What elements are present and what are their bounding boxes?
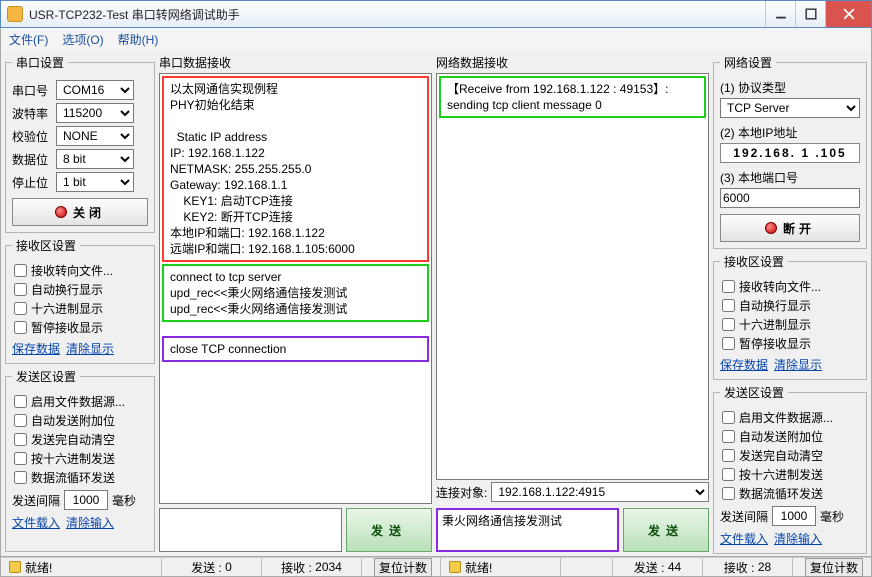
serial-settings-legend: 串口设置 bbox=[12, 54, 68, 71]
minimize-button[interactable] bbox=[765, 1, 795, 27]
send-interval-input[interactable] bbox=[64, 490, 108, 510]
serial-send-input[interactable] bbox=[159, 508, 342, 552]
recv-settings-right: 接收区设置 接收转向文件... 自动换行显示 十六进制显示 暂停接收显示 保存数… bbox=[713, 253, 867, 380]
serial-settings-group: 串口设置 串口号COM16 波特率115200 校验位NONE 数据位8 bit… bbox=[5, 54, 155, 233]
net-send-button[interactable]: 发送 bbox=[623, 508, 709, 552]
baud-select[interactable]: 115200 bbox=[56, 103, 134, 123]
net-block-1: 【Receive from 192.168.1.122 : 49153】: se… bbox=[439, 76, 706, 118]
file-load-link-r[interactable]: 文件载入 bbox=[720, 530, 768, 547]
menu-file[interactable]: 文件(F) bbox=[9, 31, 48, 48]
send-interval-input-r[interactable] bbox=[772, 506, 816, 526]
serial-close-button[interactable]: 关闭 bbox=[12, 198, 148, 226]
send-settings-left: 发送区设置 启用文件数据源... 自动发送附加位 发送完自动清空 按十六进制发送… bbox=[5, 368, 155, 552]
pause-recv-check-r[interactable] bbox=[722, 337, 735, 350]
conn-target-label: 连接对象: bbox=[436, 484, 487, 501]
title-bar: USR-TCP232-Test 串口转网络调试助手 bbox=[0, 0, 872, 28]
stopbits-select[interactable]: 1 bit bbox=[56, 172, 134, 192]
menu-bar: 文件(F) 选项(O) 帮助(H) bbox=[0, 28, 872, 50]
com-port-select[interactable]: COM16 bbox=[56, 80, 134, 100]
menu-options[interactable]: 选项(O) bbox=[62, 31, 103, 48]
parity-select[interactable]: NONE bbox=[56, 126, 134, 146]
serial-recv-title: 串口数据接收 bbox=[159, 54, 432, 71]
loop-send-check[interactable] bbox=[14, 471, 27, 484]
local-port-input[interactable] bbox=[720, 188, 860, 208]
app-icon bbox=[7, 6, 23, 22]
local-ip-box[interactable]: 192.168. 1 .105 bbox=[720, 143, 860, 163]
hex-display-check[interactable] bbox=[14, 302, 27, 315]
clear-display-link-r[interactable]: 清除显示 bbox=[774, 356, 822, 373]
clear-input-link[interactable]: 清除输入 bbox=[66, 514, 114, 531]
reset-counter-button-r[interactable]: 复位计数 bbox=[805, 558, 863, 577]
record-icon bbox=[55, 206, 67, 218]
record-icon bbox=[765, 222, 777, 234]
pause-recv-check[interactable] bbox=[14, 321, 27, 334]
save-data-link-r[interactable]: 保存数据 bbox=[720, 356, 768, 373]
send-settings-right: 发送区设置 启用文件数据源... 自动发送附加位 发送完自动清空 按十六进制发送… bbox=[713, 384, 867, 554]
ready-icon bbox=[9, 561, 21, 573]
reset-counter-button-l[interactable]: 复位计数 bbox=[374, 558, 432, 577]
clear-display-link[interactable]: 清除显示 bbox=[66, 340, 114, 357]
net-recv-title: 网络数据接收 bbox=[436, 54, 709, 71]
status-bar: 就绪! 发送 : 0 接收 : 2034 复位计数 就绪! 发送 : 44 接收… bbox=[0, 557, 872, 577]
serial-block-3: close TCP connection bbox=[162, 336, 429, 362]
file-source-check-r[interactable] bbox=[722, 411, 735, 424]
hex-send-check[interactable] bbox=[14, 452, 27, 465]
protocol-select[interactable]: TCP Server bbox=[720, 98, 860, 118]
recv-to-file-check[interactable] bbox=[14, 264, 27, 277]
auto-append-check-r[interactable] bbox=[722, 430, 735, 443]
net-disconnect-button[interactable]: 断开 bbox=[720, 214, 860, 242]
serial-send-button[interactable]: 发送 bbox=[346, 508, 432, 552]
close-button[interactable] bbox=[825, 1, 871, 27]
serial-recv-area[interactable]: 以太网通信实现例程 PHY初始化结束 Static IP address IP:… bbox=[159, 73, 432, 504]
auto-wrap-check-r[interactable] bbox=[722, 299, 735, 312]
ready-icon bbox=[449, 561, 461, 573]
auto-clear-check[interactable] bbox=[14, 433, 27, 446]
auto-clear-check-r[interactable] bbox=[722, 449, 735, 462]
net-send-input[interactable]: 秉火网络通信接发测试 bbox=[436, 508, 619, 552]
loop-send-check-r[interactable] bbox=[722, 487, 735, 500]
recv-to-file-check-r[interactable] bbox=[722, 280, 735, 293]
net-recv-area[interactable]: 【Receive from 192.168.1.122 : 49153】: se… bbox=[436, 73, 709, 480]
serial-block-1: 以太网通信实现例程 PHY初始化结束 Static IP address IP:… bbox=[162, 76, 429, 262]
net-settings-group: 网络设置 (1) 协议类型 TCP Server (2) 本地IP地址 192.… bbox=[713, 54, 867, 249]
recv-settings-left: 接收区设置 接收转向文件... 自动换行显示 十六进制显示 暂停接收显示 保存数… bbox=[5, 237, 155, 364]
menu-help[interactable]: 帮助(H) bbox=[118, 31, 159, 48]
window-title: USR-TCP232-Test 串口转网络调试助手 bbox=[29, 6, 765, 23]
file-source-check[interactable] bbox=[14, 395, 27, 408]
hex-display-check-r[interactable] bbox=[722, 318, 735, 331]
auto-wrap-check[interactable] bbox=[14, 283, 27, 296]
save-data-link[interactable]: 保存数据 bbox=[12, 340, 60, 357]
hex-send-check-r[interactable] bbox=[722, 468, 735, 481]
serial-block-2: connect to tcp server upd_rec<<秉火网络通信接发测… bbox=[162, 264, 429, 322]
conn-target-select[interactable]: 192.168.1.122:4915 bbox=[491, 482, 709, 502]
maximize-button[interactable] bbox=[795, 1, 825, 27]
databits-select[interactable]: 8 bit bbox=[56, 149, 134, 169]
clear-input-link-r[interactable]: 清除输入 bbox=[774, 530, 822, 547]
auto-append-check[interactable] bbox=[14, 414, 27, 427]
file-load-link[interactable]: 文件载入 bbox=[12, 514, 60, 531]
